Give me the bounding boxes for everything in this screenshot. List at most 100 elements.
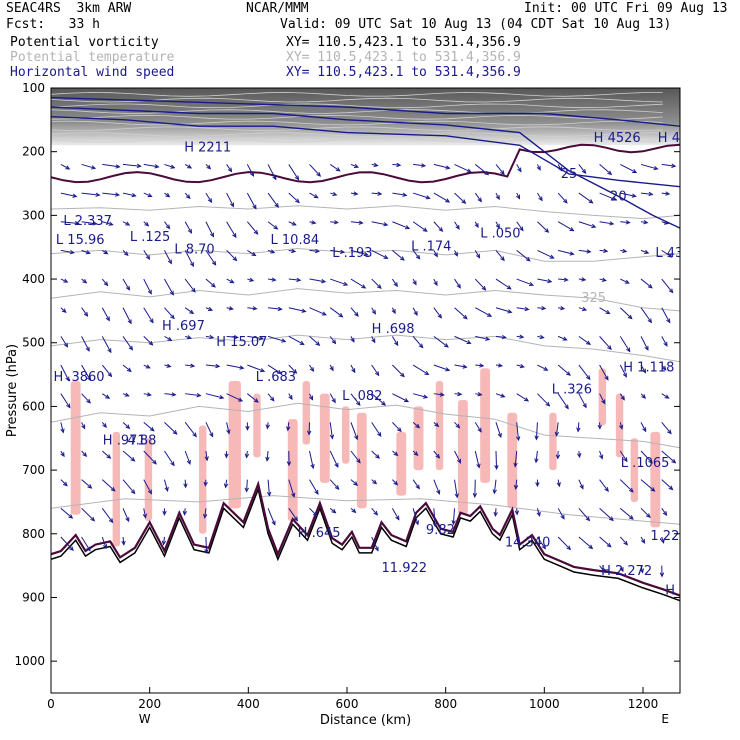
wind-vector-head-403 bbox=[639, 568, 644, 574]
wind-vector-head-370 bbox=[312, 511, 318, 517]
wind-vector-head-73 bbox=[333, 220, 339, 225]
wind-vector-head-287 bbox=[415, 423, 421, 429]
wind-vector-head-135 bbox=[376, 284, 382, 290]
wind-vector-head-313 bbox=[334, 462, 339, 468]
wind-vector-328 bbox=[640, 450, 653, 464]
wind-vector-head-157 bbox=[207, 306, 214, 311]
wind-vector-head-17 bbox=[421, 163, 427, 168]
wind-vector-281 bbox=[287, 422, 290, 431]
wind-vector-42 bbox=[309, 192, 318, 199]
wind-vector-275 bbox=[164, 421, 178, 435]
wind-vector-179 bbox=[661, 307, 671, 323]
wind-vector-322 bbox=[514, 450, 518, 467]
wind-vector-head-91 bbox=[85, 250, 91, 255]
wind-vector-164 bbox=[350, 307, 359, 317]
wind-vector-176 bbox=[599, 307, 610, 315]
wind-vector-245 bbox=[164, 393, 176, 396]
wind-vector-265 bbox=[578, 393, 587, 408]
wind-vector-108 bbox=[433, 250, 438, 257]
wind-vector-125 bbox=[164, 278, 174, 295]
wind-vector-head-236 bbox=[604, 375, 609, 381]
terrain-fill bbox=[51, 489, 680, 693]
wind-vector-116 bbox=[599, 249, 608, 252]
wind-vector-163 bbox=[329, 307, 343, 318]
wind-vector-head-359 bbox=[668, 485, 674, 491]
wind-vector-head-126 bbox=[191, 287, 196, 293]
wind-vector-133 bbox=[330, 278, 348, 286]
wind-vector-head-154 bbox=[149, 318, 154, 324]
wind-vector-head-110 bbox=[475, 253, 481, 259]
wind-vector-95 bbox=[164, 250, 172, 264]
wind-vector-head-173 bbox=[541, 305, 547, 311]
wind-vector-156 bbox=[184, 307, 194, 314]
wind-vector-161 bbox=[288, 307, 306, 312]
wind-vector-140 bbox=[474, 278, 486, 291]
wind-vector-39 bbox=[246, 192, 257, 209]
wind-vector-238 bbox=[640, 364, 646, 373]
wind-vector-246 bbox=[185, 393, 201, 397]
wind-vector-head-288 bbox=[434, 422, 440, 428]
theta-contour-2 bbox=[51, 288, 680, 312]
wind-vector-head-117 bbox=[622, 248, 628, 254]
wind-vector-head-71 bbox=[291, 221, 297, 226]
wind-vector-371 bbox=[329, 507, 336, 514]
wind-vector-head-21 bbox=[500, 170, 505, 175]
xy-theta: XY= 110.5,423.1 to 531.4,356.9 bbox=[286, 50, 521, 65]
wind-vector-68 bbox=[226, 221, 237, 238]
wind-vector-head-152 bbox=[105, 316, 110, 322]
wind-vector-36 bbox=[184, 192, 191, 199]
wind-vector-head-7 bbox=[206, 164, 212, 170]
wind-vector-388 bbox=[81, 536, 91, 551]
xy-pv: XY= 110.5,423.1 to 531.4,356.9 bbox=[286, 35, 521, 50]
wind-vector-387 bbox=[60, 536, 74, 551]
wind-vector-332 bbox=[101, 479, 116, 492]
wind-vector-head-387 bbox=[69, 546, 74, 552]
wind-vector-head-391 bbox=[161, 540, 167, 546]
wind-vector-head-34 bbox=[147, 193, 153, 198]
wind-vector-head-19 bbox=[466, 168, 472, 173]
wind-vector-head-70 bbox=[273, 225, 279, 230]
wind-vector-201 bbox=[495, 335, 506, 339]
wind-vector-395 bbox=[557, 536, 571, 550]
wind-vector-head-161 bbox=[301, 308, 307, 313]
wind-vector-head-402 bbox=[619, 567, 624, 573]
wind-vector-head-64 bbox=[144, 221, 150, 227]
wind-vector-head-62 bbox=[108, 221, 114, 226]
wind-vector-head-59 bbox=[665, 191, 671, 196]
extremum-label-24: 1.22 bbox=[650, 529, 679, 544]
wind-vector-206 bbox=[599, 336, 612, 350]
wind-vector-head-93 bbox=[123, 251, 129, 257]
pv-patch-5 bbox=[253, 393, 261, 458]
wind-vector-330 bbox=[60, 479, 68, 487]
wind-vector-head-74 bbox=[358, 220, 364, 225]
wind-vector-131 bbox=[288, 278, 301, 281]
wind-vector-218 bbox=[226, 364, 244, 369]
wind-vector-head-375 bbox=[414, 520, 420, 526]
wind-vector-149 bbox=[661, 278, 674, 293]
wind-vector-185 bbox=[164, 335, 172, 341]
wind-vector-head-344 bbox=[353, 481, 359, 486]
wind-vector-334 bbox=[143, 479, 152, 494]
extremum-label-13: H 15.07 bbox=[216, 335, 267, 350]
wind-vector-381 bbox=[557, 508, 565, 519]
wind-vector-320 bbox=[474, 450, 480, 468]
wind-vector-head-72 bbox=[311, 220, 317, 225]
wind-vector-391 bbox=[163, 536, 165, 545]
wind-vector-287 bbox=[412, 421, 420, 429]
wind-vector-240 bbox=[60, 393, 71, 408]
pv-patch-3 bbox=[199, 425, 207, 534]
wind-vector-303 bbox=[122, 450, 135, 462]
wind-vector-head-214 bbox=[145, 364, 151, 369]
wind-vector-249 bbox=[247, 393, 259, 403]
pv-patch-0 bbox=[70, 380, 81, 515]
wind-vector-head-242 bbox=[105, 394, 111, 399]
wind-vector-head-51 bbox=[495, 195, 500, 201]
wind-vector-369 bbox=[288, 508, 298, 521]
wind-vector-head-27 bbox=[632, 169, 638, 174]
wind-vector-104 bbox=[350, 249, 368, 256]
wind-vector-3 bbox=[122, 163, 141, 167]
wind-vector-head-346 bbox=[393, 480, 399, 486]
wind-vector-258 bbox=[433, 393, 444, 396]
x-tick-label-1200: 1200 bbox=[628, 697, 659, 711]
wind-vector-head-259 bbox=[457, 391, 463, 397]
